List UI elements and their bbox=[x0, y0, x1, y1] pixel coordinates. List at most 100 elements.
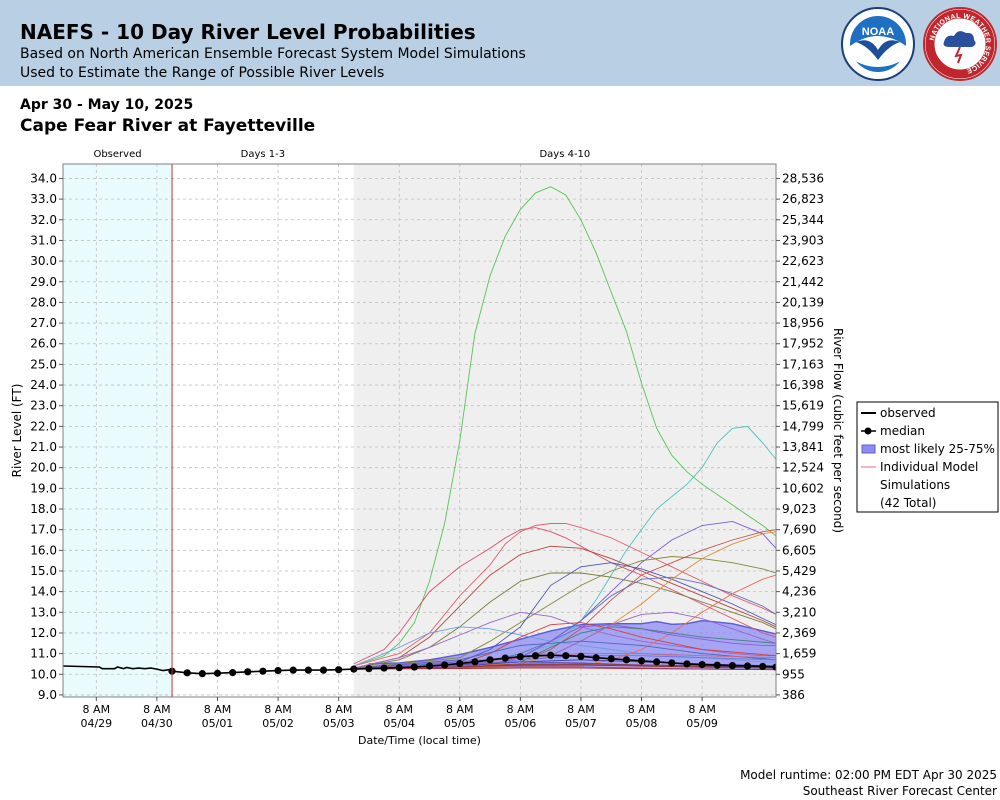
y-right-axis-title: River Flow (cubic feet per second) bbox=[831, 328, 845, 533]
observed-line bbox=[63, 665, 173, 672]
median-point bbox=[350, 665, 358, 673]
x-tick-date: 05/06 bbox=[505, 717, 537, 730]
y-tick-label: 27.0 bbox=[30, 316, 57, 330]
y-right-tick-label: 14,799 bbox=[782, 419, 824, 433]
y-right-tick-label: 2,369 bbox=[782, 626, 816, 640]
period-background bbox=[353, 164, 776, 697]
plot-frame bbox=[62, 163, 777, 698]
simulation-line bbox=[353, 667, 776, 671]
legend-label: median bbox=[880, 424, 925, 438]
x-tick-label: 8 AM bbox=[83, 703, 111, 716]
x-tick-date: 05/05 bbox=[444, 717, 476, 730]
simulation-line bbox=[353, 640, 776, 669]
simulation-line bbox=[353, 523, 776, 667]
y-right-tick-label: 955 bbox=[782, 667, 805, 681]
median-point bbox=[365, 665, 373, 673]
y-right-tick-label: 20,139 bbox=[782, 295, 824, 309]
plot-area bbox=[63, 186, 776, 678]
median-point bbox=[229, 669, 237, 677]
y-tick-label: 16.0 bbox=[30, 543, 57, 557]
y-tick-label: 20.0 bbox=[30, 461, 57, 475]
y-axis-title: River Level (FT) bbox=[10, 384, 24, 478]
x-tick-label: 8 AM bbox=[143, 703, 171, 716]
y-tick-label: 22.0 bbox=[30, 419, 57, 433]
y-tick-label: 33.0 bbox=[30, 192, 57, 206]
noaa-logo-text: NOAA bbox=[862, 26, 894, 38]
y-right-tick-label: 25,344 bbox=[782, 213, 824, 227]
x-tick-label: 8 AM bbox=[385, 703, 413, 716]
y-tick-label: 24.0 bbox=[30, 378, 57, 392]
median-point bbox=[501, 654, 509, 662]
y-tick-label: 25.0 bbox=[30, 357, 57, 371]
x-tick-date: 04/29 bbox=[80, 717, 112, 730]
legend: observed median most likely 25-75% Individu… bbox=[856, 401, 999, 513]
simulation-line bbox=[353, 626, 776, 667]
median-point bbox=[289, 666, 297, 674]
legend-label: most likely 25-75% bbox=[880, 442, 995, 456]
median-point bbox=[410, 663, 418, 671]
y-tick-label: 19.0 bbox=[30, 481, 57, 495]
median-point bbox=[772, 663, 776, 671]
band-upper-edge bbox=[368, 619, 776, 665]
median-point bbox=[395, 664, 403, 672]
y-tick-label: 34.0 bbox=[30, 171, 57, 185]
median-point bbox=[531, 652, 540, 660]
y-right-tick-label: 1,659 bbox=[782, 647, 816, 661]
y-tick-label: 12.0 bbox=[30, 626, 57, 640]
y-right-tick-label: 16,398 bbox=[782, 378, 824, 392]
median-point bbox=[516, 653, 524, 661]
median-point bbox=[319, 666, 328, 674]
x-tick-label: 8 AM bbox=[204, 703, 232, 716]
median-point bbox=[425, 662, 434, 670]
median-point bbox=[471, 658, 479, 666]
x-tick-label: 8 AM bbox=[507, 703, 535, 716]
legend-swatch-median-dot bbox=[864, 427, 872, 435]
y-tick-label: 9.0 bbox=[38, 688, 57, 702]
period-label: Observed bbox=[93, 149, 141, 160]
noaa-logo: NOAA bbox=[841, 7, 915, 81]
y-right-tick-label: 7,690 bbox=[782, 523, 816, 537]
median-point bbox=[668, 659, 676, 667]
period-label: Days 4-10 bbox=[539, 149, 590, 160]
median-point bbox=[198, 670, 206, 678]
y-right-tick-label: 22,623 bbox=[782, 254, 824, 268]
y-right-tick-label: 6,605 bbox=[782, 543, 816, 557]
x-tick-date: 05/04 bbox=[383, 717, 415, 730]
median-point bbox=[259, 667, 267, 675]
median-point bbox=[304, 666, 312, 674]
simulation-line bbox=[353, 520, 776, 669]
y-right-tick-label: 23,903 bbox=[782, 233, 824, 247]
period-background bbox=[63, 164, 173, 697]
y-right-tick-label: 10,602 bbox=[782, 481, 824, 495]
forecast-center: Southeast River Forecast Center bbox=[802, 784, 997, 798]
simulation-line bbox=[353, 556, 776, 669]
y-tick-label: 26.0 bbox=[30, 337, 57, 351]
y-tick-label: 31.0 bbox=[30, 233, 57, 247]
x-tick-label: 8 AM bbox=[628, 703, 656, 716]
y-right-tick-label: 386 bbox=[782, 688, 805, 702]
median-point bbox=[213, 669, 222, 677]
y-tick-label: 10.0 bbox=[30, 667, 57, 681]
legend-label: (42 Total) bbox=[880, 496, 936, 510]
y-tick-label: 11.0 bbox=[30, 647, 57, 661]
median-point bbox=[713, 661, 721, 669]
legend-label: observed bbox=[880, 406, 936, 420]
y-right-tick-label: 13,841 bbox=[782, 440, 824, 454]
y-tick-label: 18.0 bbox=[30, 502, 57, 516]
y-tick-label: 14.0 bbox=[30, 585, 57, 599]
x-tick-label: 8 AM bbox=[264, 703, 292, 716]
y-tick-label: 17.0 bbox=[30, 523, 57, 537]
page-subtitle-2: Used to Estimate the Range of Possible R… bbox=[20, 65, 385, 81]
period-background bbox=[172, 164, 354, 697]
median-point bbox=[380, 664, 388, 672]
simulation-line bbox=[353, 572, 776, 669]
page-subtitle-1: Based on North American Ensemble Forecas… bbox=[20, 46, 526, 62]
legend-box bbox=[856, 401, 999, 513]
simulation-line bbox=[353, 186, 776, 667]
median-point bbox=[441, 661, 449, 669]
median-point bbox=[622, 656, 630, 664]
median-point bbox=[456, 659, 464, 668]
y-right-tick-label: 3,210 bbox=[782, 605, 816, 619]
y-right-tick-label: 28,536 bbox=[782, 171, 824, 185]
x-tick-date: 05/01 bbox=[202, 717, 234, 730]
